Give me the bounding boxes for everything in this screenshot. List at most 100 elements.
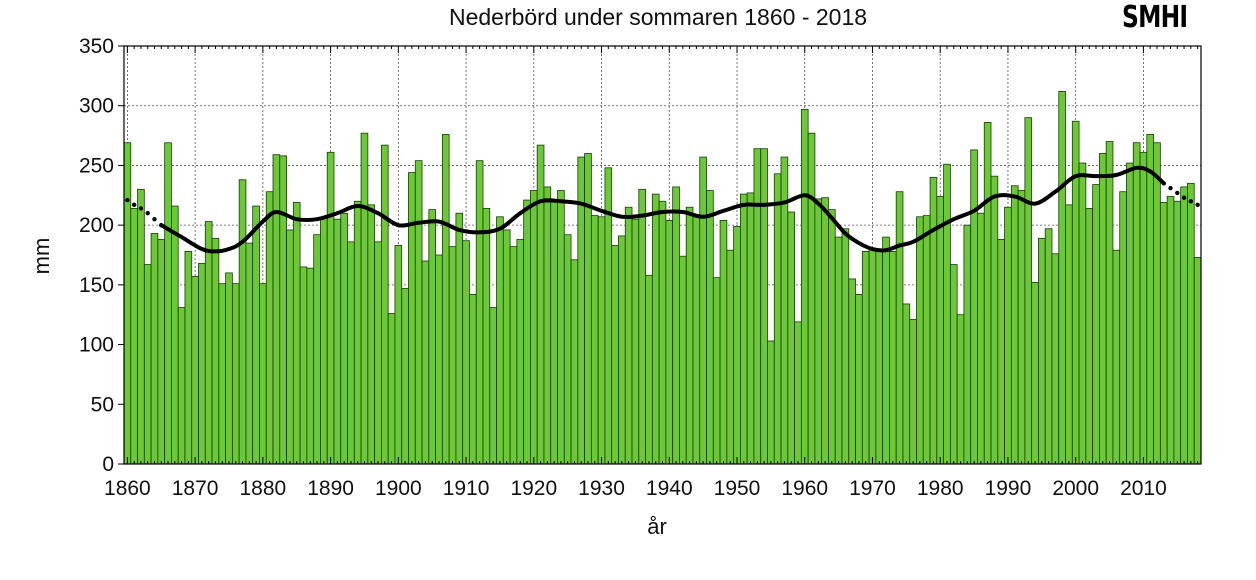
bar — [1180, 186, 1188, 465]
bar — [394, 245, 403, 465]
bar — [1038, 237, 1046, 465]
bar — [1010, 185, 1019, 465]
bar — [1051, 253, 1060, 465]
bar — [1126, 162, 1134, 465]
bar — [550, 200, 558, 465]
bar — [333, 218, 342, 465]
bar — [712, 277, 721, 465]
bar — [943, 163, 951, 465]
bar — [171, 205, 179, 465]
bar — [198, 262, 206, 465]
bar — [1159, 202, 1168, 465]
bar — [631, 218, 640, 465]
bar — [523, 199, 531, 465]
bar — [157, 239, 166, 465]
bar — [218, 283, 227, 465]
bar — [408, 172, 416, 465]
bar — [949, 264, 958, 465]
bar — [414, 160, 423, 465]
bar — [401, 288, 409, 465]
bar — [868, 248, 877, 465]
bar — [1193, 256, 1202, 465]
x-tick-label: 1880 — [239, 477, 286, 500]
bar — [624, 206, 633, 465]
bar — [448, 246, 457, 465]
bar — [326, 151, 335, 465]
bar — [726, 249, 735, 465]
axes: 0 50 100 150 200 250 300 350 1860 1870 1880 1890 190… — [79, 35, 1202, 500]
bar — [1092, 184, 1100, 465]
trend-dot-end — [1168, 185, 1173, 191]
bar — [1071, 120, 1080, 465]
bar — [374, 241, 382, 465]
bar — [299, 266, 308, 465]
bar — [692, 216, 701, 465]
trend-dot-start — [125, 197, 130, 203]
bar — [685, 206, 694, 465]
bar — [1187, 182, 1195, 465]
bar — [814, 198, 823, 465]
bar — [1139, 151, 1148, 465]
bar — [530, 190, 538, 465]
bar — [231, 283, 240, 465]
bar — [746, 192, 755, 465]
bar — [936, 196, 945, 465]
bar — [611, 245, 619, 465]
bar — [1078, 162, 1087, 465]
bar — [441, 133, 450, 465]
bar — [496, 216, 504, 465]
bar — [800, 108, 809, 465]
bar — [909, 319, 917, 465]
bar-series — [123, 90, 1202, 465]
x-tick-label: 2010 — [1120, 477, 1167, 500]
bar — [753, 148, 762, 465]
bar — [922, 215, 931, 465]
bar — [563, 234, 572, 465]
bar — [380, 144, 389, 465]
trend-dot-start — [152, 216, 157, 222]
x-tick-label: 1930 — [578, 477, 625, 500]
bar — [340, 212, 348, 465]
trend-dot-end — [1161, 181, 1166, 186]
trend-dot-start — [159, 222, 164, 228]
bar — [536, 144, 545, 465]
bar — [150, 233, 159, 465]
bar — [679, 255, 687, 465]
chart-title: Nederbörd under sommaren 1860 - 2018 — [448, 4, 868, 30]
bar — [367, 204, 376, 465]
x-axis-label: år — [647, 514, 667, 539]
bar — [435, 254, 443, 465]
bar — [543, 186, 552, 465]
bar — [225, 272, 233, 465]
bar — [462, 240, 470, 465]
bar — [1044, 228, 1053, 465]
y-tick-label: 300 — [79, 95, 114, 118]
bar — [651, 193, 660, 465]
bar — [570, 259, 579, 465]
bar — [509, 246, 518, 465]
bar — [557, 190, 565, 465]
bar — [773, 173, 782, 465]
x-tick-label: 1920 — [510, 477, 557, 500]
bar — [997, 239, 1005, 465]
bar — [272, 154, 281, 465]
bar — [889, 251, 897, 465]
bar — [665, 219, 674, 465]
x-tick-label: 2000 — [1052, 477, 1099, 500]
bar — [347, 241, 355, 465]
bar — [1085, 208, 1094, 465]
bar — [807, 132, 816, 465]
bar — [455, 212, 464, 465]
bar — [841, 228, 850, 465]
bar — [313, 234, 321, 465]
x-tick-label: 1990 — [985, 477, 1032, 500]
bar — [428, 209, 436, 465]
bar — [597, 216, 606, 465]
y-tick-label: 100 — [79, 334, 114, 357]
bar — [252, 205, 260, 465]
bar — [238, 179, 247, 465]
bar — [502, 229, 511, 465]
x-tick-label: 1940 — [646, 477, 693, 500]
y-tick-label: 350 — [79, 35, 114, 58]
